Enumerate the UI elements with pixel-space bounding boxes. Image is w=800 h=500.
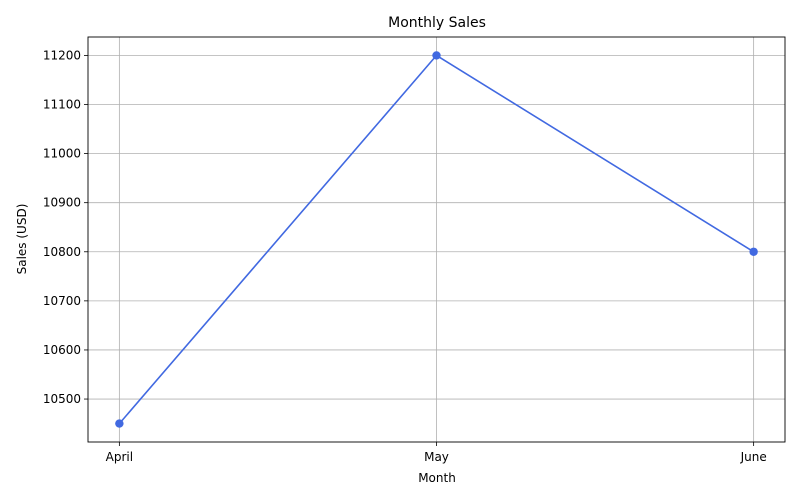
plot-frame (87, 36, 786, 443)
y-tick-label: 10700 (43, 294, 81, 308)
data-point (115, 419, 124, 428)
y-tick-label: 11100 (43, 98, 81, 112)
x-tick-label: May (424, 450, 449, 464)
y-tick-label: 11000 (43, 147, 81, 161)
data-point (432, 51, 441, 60)
gridlines (88, 37, 785, 442)
x-axis-label: Month (418, 471, 456, 485)
chart-title: Monthly Sales (388, 15, 486, 31)
data-point (749, 247, 758, 256)
axes: April May June 10500 10600 10700 10800 10900 110… (43, 36, 786, 464)
x-tick-label: June (740, 450, 767, 464)
y-tick-label: 11200 (43, 48, 81, 62)
y-tick-label: 10500 (43, 392, 81, 406)
y-tick-label: 10600 (43, 343, 81, 357)
series-layer (115, 51, 758, 428)
y-tick-label: 10900 (43, 196, 81, 210)
x-tick-label: April (106, 450, 133, 464)
y-tick-label: 10800 (43, 245, 81, 259)
y-axis-label: Sales (USD) (15, 204, 29, 275)
